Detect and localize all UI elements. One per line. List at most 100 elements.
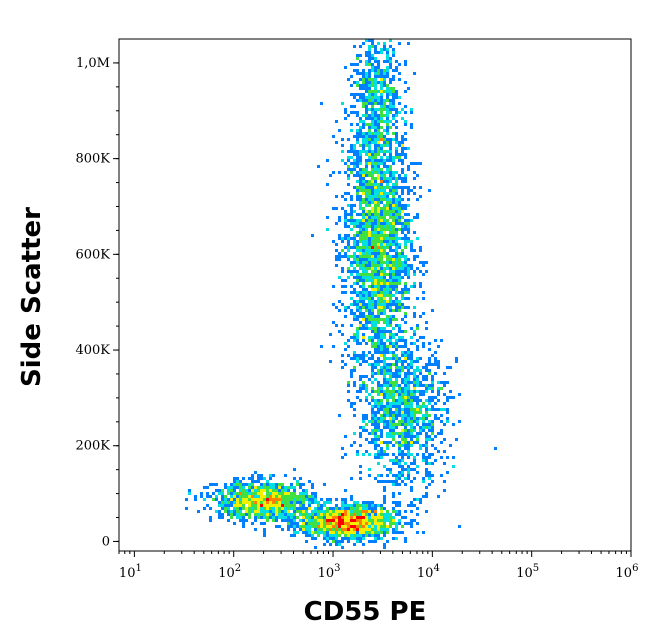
event-density-cell [371,126,374,129]
event-density-cell [335,528,338,531]
event-density-cell [389,270,392,273]
event-density-cell [365,144,368,147]
event-density-cell [428,372,431,375]
event-density-cell [416,399,419,402]
event-density-cell [419,315,422,318]
event-density-cell [404,90,407,93]
event-density-cell [350,498,353,501]
event-density-cell [344,498,347,501]
event-density-cell [341,249,344,252]
event-density-cell [401,525,404,528]
event-density-cell [284,474,287,477]
event-density-cell [344,522,347,525]
event-density-cell [365,210,368,213]
event-density-cell [371,150,374,153]
event-density-cell [359,513,362,516]
event-density-cell [362,126,365,129]
event-density-cell [401,378,404,381]
event-density-cell [230,486,233,489]
event-density-cell [356,309,359,312]
event-density-cell [281,507,284,510]
event-density-cell [377,351,380,354]
event-density-cell [377,531,380,534]
event-density-cell [401,441,404,444]
event-density-cell [422,375,425,378]
event-density-cell [314,531,317,534]
event-density-cell [383,363,386,366]
event-density-cell [278,492,281,495]
event-density-cell [383,309,386,312]
event-density-cell [380,291,383,294]
event-density-cell [359,324,362,327]
event-density-cell [416,411,419,414]
event-density-cell [404,384,407,387]
event-density-cell [335,525,338,528]
event-density-cell [380,525,383,528]
event-density-cell [383,75,386,78]
event-density-cell [410,453,413,456]
event-density-cell [302,501,305,504]
event-density-cell [386,126,389,129]
event-density-cell [395,258,398,261]
event-density-cell [350,303,353,306]
event-density-cell [320,516,323,519]
event-density-cell [377,108,380,111]
event-density-cell [392,480,395,483]
event-density-cell [332,303,335,306]
event-density-cell [404,411,407,414]
event-density-cell [389,441,392,444]
event-density-cell [371,273,374,276]
event-density-cell [362,252,365,255]
event-density-cell [443,462,446,465]
event-density-cell [386,60,389,63]
event-density-cell [347,78,350,81]
y-tick-label: 200K [75,439,110,454]
event-density-cell [386,423,389,426]
event-density-cell [401,429,404,432]
event-density-cell [404,285,407,288]
event-density-cell [230,513,233,516]
event-density-cell [356,453,359,456]
event-density-cell [380,246,383,249]
event-density-cell [365,240,368,243]
event-density-cell [395,186,398,189]
event-density-cell [494,447,497,450]
event-density-cell [398,465,401,468]
event-density-cell [389,384,392,387]
event-density-cell [341,285,344,288]
event-density-cell [335,513,338,516]
event-density-cell [395,222,398,225]
event-density-cell [413,477,416,480]
event-density-cell [395,369,398,372]
event-density-cell [395,216,398,219]
event-density-cell [350,495,353,498]
event-density-cell [359,84,362,87]
event-density-cell [374,90,377,93]
event-density-cell [341,102,344,105]
event-density-cell [365,225,368,228]
event-density-cell [362,198,365,201]
event-density-cell [383,171,386,174]
event-density-cell [422,423,425,426]
event-density-cell [434,396,437,399]
event-density-cell [350,402,353,405]
event-density-cell [308,525,311,528]
event-density-cell [350,510,353,513]
event-density-cell [350,285,353,288]
event-density-cell [404,387,407,390]
event-density-cell [257,492,260,495]
event-density-cell [347,339,350,342]
event-density-cell [233,495,236,498]
event-density-cell [371,237,374,240]
event-density-cell [284,489,287,492]
event-density-cell [359,264,362,267]
event-density-cell [299,495,302,498]
event-density-cell [290,492,293,495]
event-density-cell [242,504,245,507]
event-density-cell [386,195,389,198]
event-density-cell [242,477,245,480]
event-density-cell [356,519,359,522]
event-density-cell [356,318,359,321]
event-density-cell [383,390,386,393]
event-density-cell [419,162,422,165]
